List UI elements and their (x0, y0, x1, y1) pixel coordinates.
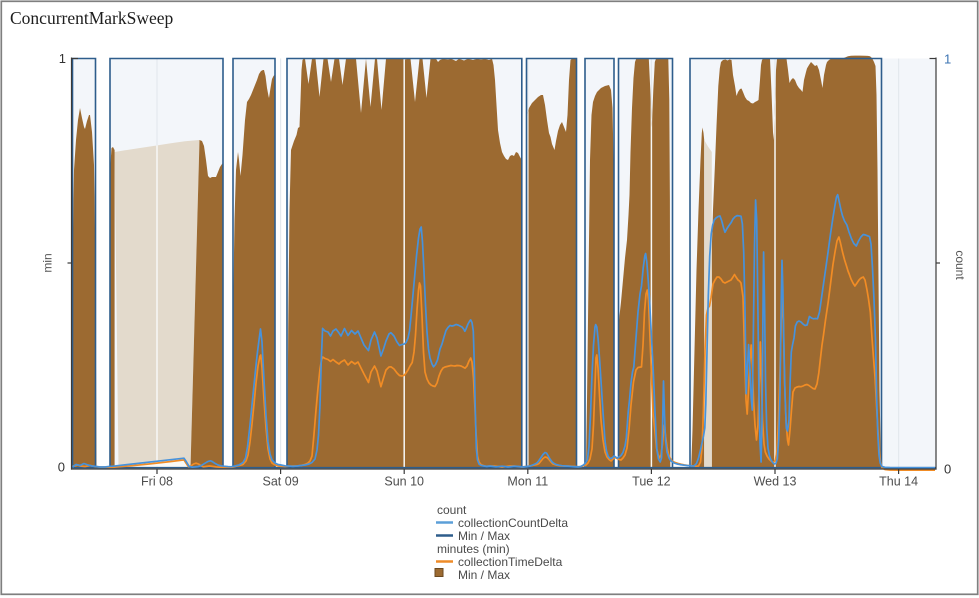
svg-text:count: count (437, 503, 467, 517)
svg-text:Sun 10: Sun 10 (384, 475, 424, 489)
svg-text:collectionCountDelta: collectionCountDelta (458, 516, 568, 530)
svg-text:Min / Max: Min / Max (458, 568, 510, 582)
svg-text:Fri 08: Fri 08 (141, 475, 173, 489)
svg-text:0: 0 (58, 460, 65, 475)
svg-text:1: 1 (59, 51, 66, 66)
svg-text:collectionTimeDelta: collectionTimeDelta (458, 555, 563, 569)
svg-text:min: min (41, 253, 55, 272)
svg-text:Wed 13: Wed 13 (754, 475, 797, 489)
svg-text:0: 0 (944, 462, 951, 477)
svg-text:Thu 14: Thu 14 (879, 475, 918, 489)
svg-text:Sat 09: Sat 09 (263, 475, 299, 489)
svg-text:Tue 12: Tue 12 (632, 475, 671, 489)
svg-text:minutes (min): minutes (min) (437, 542, 510, 556)
svg-text:count: count (953, 250, 967, 280)
svg-text:Min / Max: Min / Max (458, 529, 510, 543)
svg-text:1: 1 (944, 52, 951, 67)
svg-text:Mon 11: Mon 11 (507, 475, 548, 489)
